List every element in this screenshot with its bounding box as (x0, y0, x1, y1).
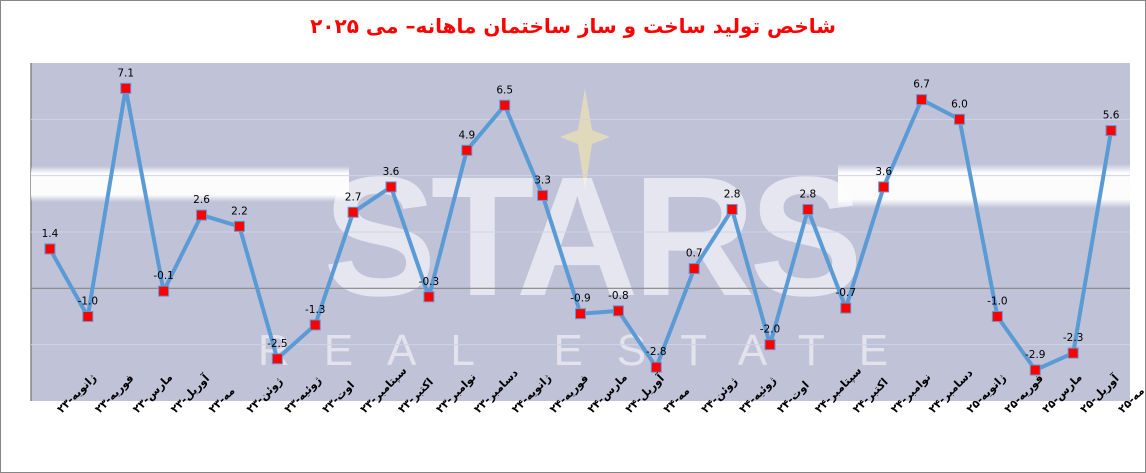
data-point-marker (233, 220, 245, 232)
gridlines (31, 118, 1130, 346)
data-point-marker (347, 206, 359, 218)
data-point-marker (726, 203, 738, 215)
data-point-marker (688, 263, 700, 275)
data-label: 2.7 (345, 191, 362, 203)
data-label: 5.6 (1103, 110, 1120, 122)
data-label: 2.8 (800, 188, 817, 200)
data-labels: 1.4 -1.0 7.1 -0.1 2.6 2.2 -2.5 -1.3 2.7 3.6 -0.3 4.… (42, 67, 1120, 361)
watermark-band-left (31, 166, 349, 202)
data-point-marker (82, 311, 94, 322)
data-label: 4.9 (458, 129, 475, 141)
data-point-marker (1029, 364, 1041, 376)
data-point-marker (878, 181, 890, 193)
data-point-marker (423, 291, 435, 303)
data-label: -1.0 (987, 296, 1008, 308)
data-point-marker (309, 319, 321, 331)
data-label: -2.5 (267, 338, 288, 350)
data-point-marker (840, 302, 852, 314)
data-label: -2.0 (760, 324, 781, 336)
data-point-marker (537, 189, 549, 201)
data-point-marker (991, 311, 1003, 322)
data-label: 1.4 (42, 228, 59, 240)
data-label: -0.7 (836, 287, 857, 299)
data-label: 6.0 (951, 98, 968, 110)
data-point-marker (271, 353, 283, 365)
data-label: 2.8 (724, 188, 741, 200)
data-point-marker (158, 285, 170, 297)
data-point-marker (1105, 125, 1117, 137)
watermark-text: STARS (323, 142, 857, 332)
data-label: -0.9 (570, 293, 591, 305)
data-point-marker (612, 305, 624, 317)
data-label: 0.7 (686, 248, 703, 260)
data-label: -2.8 (646, 346, 667, 358)
data-point-marker (44, 243, 56, 255)
data-point-marker (916, 94, 928, 106)
watermark-subtext: REAL ESTATE (258, 326, 922, 375)
data-point-marker (385, 181, 397, 193)
data-series (44, 82, 1117, 376)
data-label: 3.6 (875, 166, 892, 178)
watermark-star-icon (560, 88, 610, 190)
data-point-marker (953, 113, 965, 125)
data-label: -1.3 (305, 304, 326, 316)
data-label: -1.0 (78, 296, 99, 308)
data-label: 3.6 (383, 166, 400, 178)
data-label: 2.2 (231, 205, 248, 217)
data-label: 7.1 (117, 67, 134, 79)
data-point-marker (575, 308, 586, 320)
data-point-marker (461, 144, 473, 156)
data-point-marker (764, 339, 776, 351)
data-label: 6.5 (496, 84, 513, 96)
data-label: -0.3 (419, 276, 440, 288)
data-point-marker (802, 203, 814, 215)
data-label: -2.9 (1025, 349, 1046, 361)
data-label: -2.3 (1063, 332, 1084, 344)
data-label: 6.7 (913, 79, 930, 91)
data-point-marker (196, 209, 208, 221)
data-point-marker (1067, 347, 1079, 359)
data-point-marker (499, 99, 511, 111)
data-label: -0.8 (608, 290, 629, 302)
chart-title: شاخص تولید ساخت و ساز ساختمان ماهانه– می… (310, 14, 836, 38)
data-point-marker (650, 361, 662, 373)
data-point-marker (120, 82, 132, 94)
data-label: 3.3 (534, 174, 551, 186)
data-label: 2.6 (193, 194, 210, 206)
data-label: -0.1 (153, 270, 174, 282)
